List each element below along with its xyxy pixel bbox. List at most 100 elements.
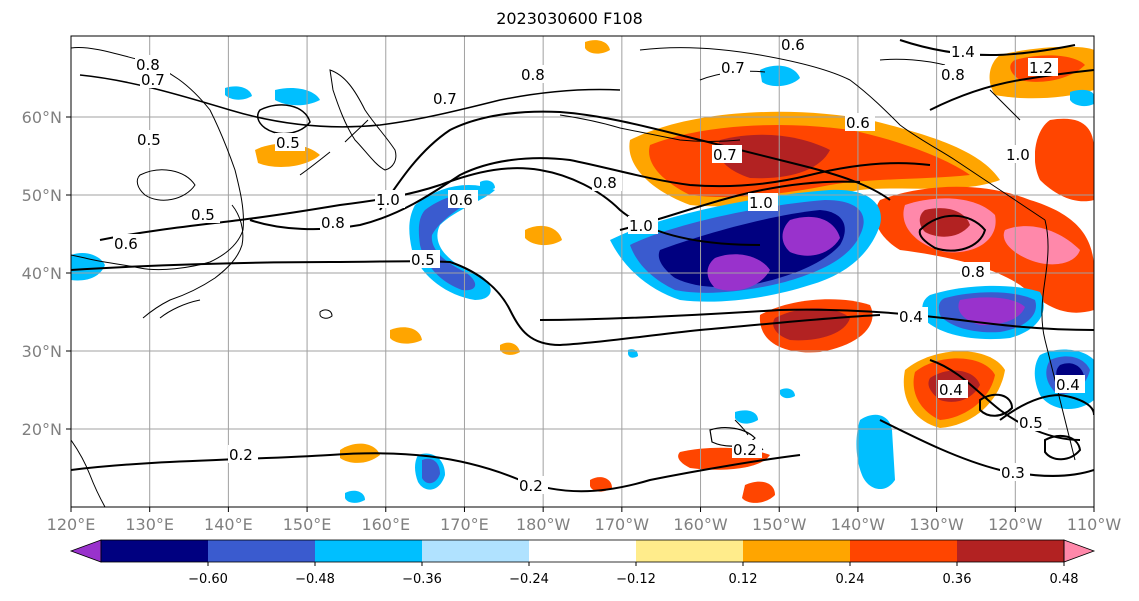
colorbar-swatch	[957, 540, 1064, 562]
contour-label: 0.8	[521, 66, 545, 84]
lon-tick-label: 120°E	[47, 515, 96, 534]
contour-label: 1.0	[376, 191, 400, 209]
contour-label: 0.8	[593, 174, 617, 192]
contour-label: 0.6	[781, 36, 805, 54]
contour-label: 0.2	[519, 477, 543, 495]
contour-label: 0.3	[1001, 464, 1025, 482]
contour-label: 0.5	[191, 206, 215, 224]
contour-ring-west	[256, 104, 311, 135]
longitude-axis: 120°E 130°E 140°E 150°E 160°E 170°E 180°W 170°W…	[47, 507, 1122, 534]
lon-tick-label: 120°W	[988, 515, 1043, 534]
coastlines	[71, 46, 1076, 507]
contour-label: 0.8	[941, 66, 965, 84]
colorbar-tick-label: −0.60	[188, 572, 228, 587]
contours	[71, 39, 1094, 493]
colorbar-swatch	[422, 540, 529, 562]
contour-label: 0.7	[433, 90, 457, 108]
contour-label: 0.7	[141, 71, 165, 89]
latitude-axis: 20°N 30°N 40°N 50°N 60°N	[22, 108, 71, 439]
lon-tick-label: 160°W	[673, 515, 728, 534]
contour-label: 0.8	[136, 56, 160, 74]
map-frame	[70, 35, 1095, 508]
colorbar-swatch	[743, 540, 850, 562]
contour-label: 1.0	[629, 217, 653, 235]
contour-label: 0.2	[229, 446, 253, 464]
contour-0.5	[71, 260, 881, 347]
contour-label: 1.0	[749, 194, 773, 212]
colorbar-swatch	[850, 540, 957, 562]
colorbar-tick-label: −0.12	[616, 572, 656, 587]
graticule	[71, 36, 1094, 507]
contour-label: 0.4	[939, 381, 963, 399]
contour-1.4	[899, 39, 1076, 57]
contour-0.5b	[999, 393, 1094, 421]
colorbar-outline	[100, 539, 1065, 563]
colorbar-tick-label: 0.36	[943, 572, 972, 587]
coast-philippines	[71, 439, 106, 507]
colorbar-extend-max	[1063, 539, 1096, 563]
contour-0.8	[249, 157, 931, 231]
lon-tick-label: 170°W	[595, 515, 650, 534]
colorbar: −0.60 −0.48 −0.36 −0.24 −0.12 0.12 0.24 0.36 0.4…	[69, 539, 1096, 587]
coast-north-america	[1041, 219, 1076, 461]
contour-1.2	[929, 69, 1094, 111]
lat-tick-label: 30°N	[22, 342, 62, 361]
contour-label: 1.2	[1029, 59, 1053, 77]
colorbar-tick-label: 0.48	[1050, 572, 1079, 587]
colorbar-swatch	[208, 540, 315, 562]
colorbar-tick-label: −0.24	[509, 572, 549, 587]
lon-tick-label: 140°E	[204, 515, 253, 534]
colorbar-tick-label: −0.36	[402, 572, 442, 587]
contour-0.3	[879, 419, 1094, 477]
lon-tick-label: 170°E	[440, 515, 489, 534]
lat-tick-label: 60°N	[22, 108, 62, 127]
contour-label: 0.5	[276, 134, 300, 152]
coast-japan	[142, 204, 244, 319]
lon-tick-label: 180°W	[516, 515, 571, 534]
contour-label: 0.5	[411, 251, 435, 269]
contour-label: 1.4	[951, 43, 975, 61]
coast-alaska	[639, 47, 1046, 221]
lon-tick-label: 150°E	[283, 515, 332, 534]
contour-label: 0.4	[1056, 376, 1080, 394]
contour-label: 0.7	[713, 146, 737, 164]
coast-kamchatka	[329, 69, 397, 171]
contour-ring-east	[918, 214, 987, 252]
contour-0.7	[79, 74, 621, 128]
contour-label-layer: 0.8 0.7 0.5 0.5 0.5 0.6 0.8 0.7 0.8 0.6 …	[113, 35, 1085, 495]
lat-tick-label: 20°N	[22, 420, 62, 439]
lon-tick-label: 110°W	[1067, 515, 1122, 534]
contour-label: 0.2	[733, 441, 757, 459]
contour-label: 0.7	[721, 59, 745, 77]
coast-kurils	[299, 119, 369, 176]
contour-label: 0.5	[1019, 414, 1043, 432]
colorbar-swatch	[101, 540, 208, 562]
contour-label: 0.8	[961, 263, 985, 281]
colorbar-swatch	[529, 540, 636, 562]
contour-0.4	[539, 308, 1094, 331]
colorbar-extend-min	[69, 539, 102, 563]
contour-label: 0.6	[114, 235, 138, 253]
contour-label: 0.8	[321, 214, 345, 232]
lon-tick-label: 150°W	[752, 515, 807, 534]
lon-tick-label: 130°W	[909, 515, 964, 534]
shaded-field	[71, 40, 1094, 503]
lat-tick-label: 50°N	[22, 186, 62, 205]
lon-tick-label: 140°W	[831, 515, 886, 534]
contour-1.0	[379, 110, 891, 211]
colorbar-swatch	[315, 540, 422, 562]
contour-label: 0.6	[846, 114, 870, 132]
contour-label: 0.4	[899, 308, 923, 326]
contour-label: 0.6	[449, 191, 473, 209]
contour-label: 1.0	[1006, 146, 1030, 164]
lon-tick-label: 130°E	[125, 515, 174, 534]
contour-ring-sub	[979, 393, 1014, 417]
colorbar-tick-label: −0.48	[295, 572, 335, 587]
lon-tick-label: 160°E	[361, 515, 410, 534]
contour-0.6	[99, 167, 761, 246]
contour-0.2	[71, 452, 801, 493]
colorbar-swatch	[636, 540, 743, 562]
colorbar-tick-label: 0.12	[729, 572, 758, 587]
map-title: 2023030600 F108	[496, 9, 643, 28]
